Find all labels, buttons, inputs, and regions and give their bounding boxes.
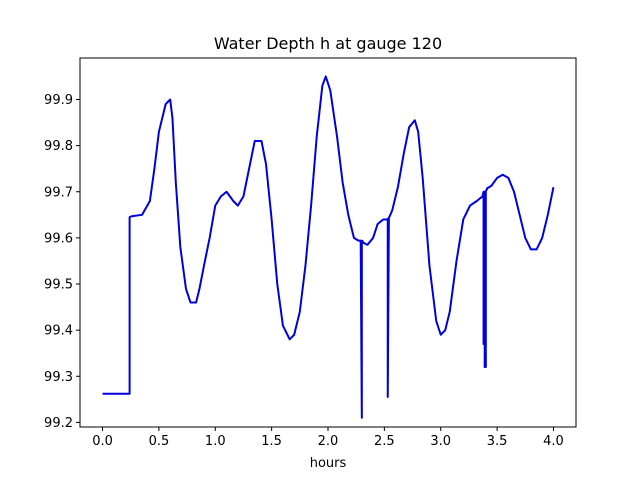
x-tick-label: 0.0 — [92, 434, 113, 449]
x-tick-label: 2.0 — [318, 434, 339, 449]
y-axis: 99.2 99.3 99.4 99.5 99.6 99.7 99.8 99.9 — [44, 93, 80, 431]
y-tick-label: 99.5 — [44, 278, 73, 293]
y-tick-label: 99.8 — [44, 139, 73, 154]
y-tick-label: 99.6 — [44, 231, 73, 246]
x-tick-label: 3.0 — [430, 434, 451, 449]
y-tick-label: 99.4 — [44, 324, 73, 339]
x-tick-label: 1.0 — [205, 434, 226, 449]
x-tick-label: 0.5 — [149, 434, 170, 449]
chart-title: Water Depth h at gauge 120 — [214, 34, 442, 53]
x-axis-label: hours — [310, 456, 347, 471]
x-axis: 0.0 0.5 1.0 1.5 2.0 2.5 3.0 3.5 4.0 — [92, 427, 564, 449]
series-layer — [102, 75, 555, 419]
y-tick-label: 99.2 — [44, 416, 73, 431]
x-tick-label: 3.5 — [487, 434, 508, 449]
y-tick-label: 99.7 — [44, 185, 73, 200]
x-tick-label: 2.5 — [374, 434, 395, 449]
y-tick-label: 99.9 — [44, 93, 73, 108]
x-tick-label: 4.0 — [543, 434, 564, 449]
x-tick-label: 1.5 — [261, 434, 282, 449]
y-tick-label: 99.3 — [44, 370, 73, 385]
series-line — [102, 75, 555, 419]
